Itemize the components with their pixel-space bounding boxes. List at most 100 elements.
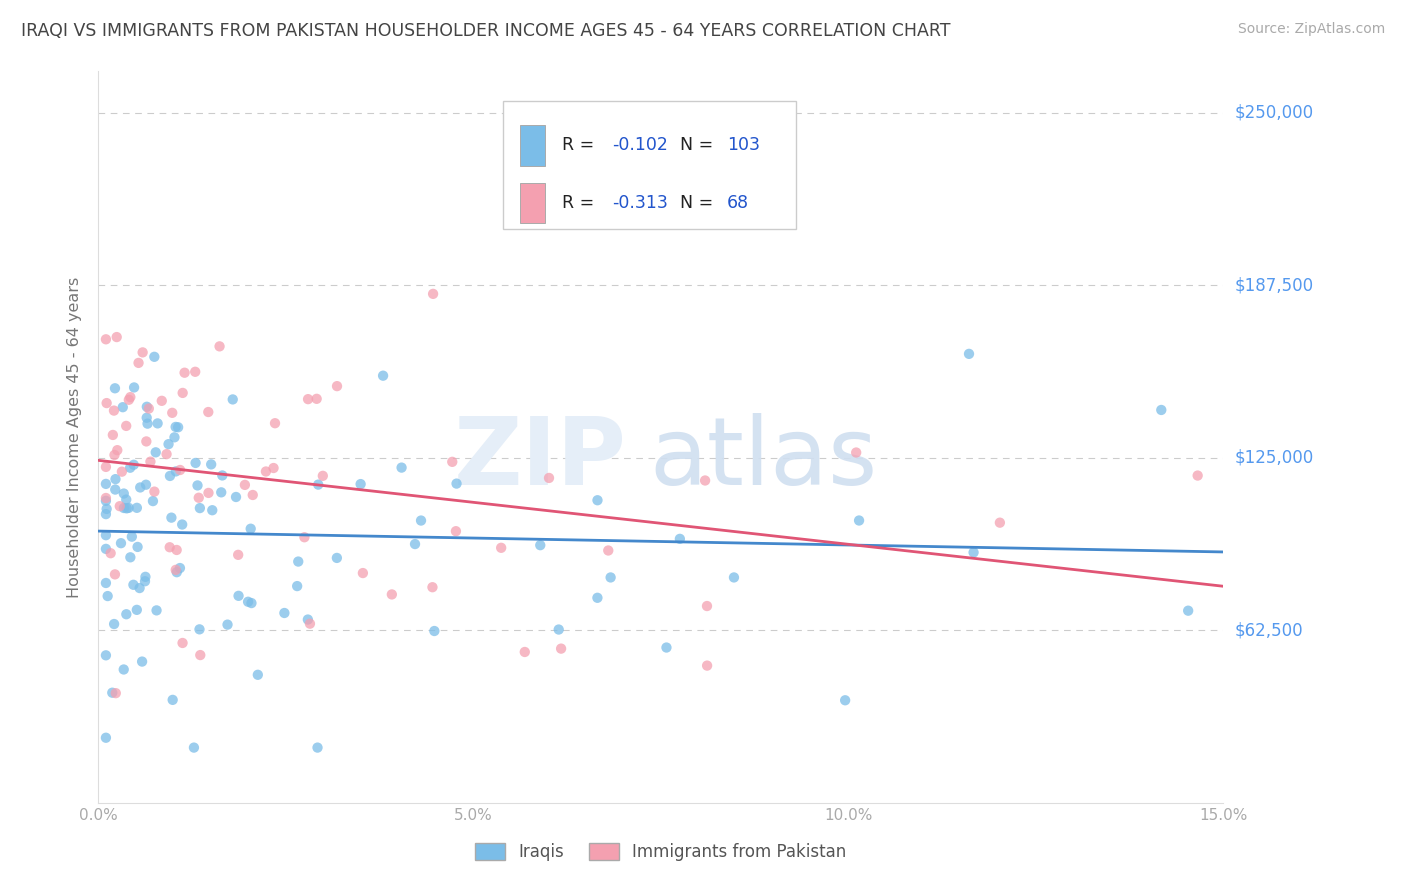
- Point: [1187, 468, 1209, 483]
- Point: [422, 286, 444, 301]
- Point: [184, 456, 207, 470]
- Legend: Iraqis, Immigrants from Pakistan: Iraqis, Immigrants from Pakistan: [468, 836, 853, 868]
- Point: [183, 740, 205, 755]
- Point: [131, 655, 153, 669]
- Point: [165, 563, 187, 577]
- FancyBboxPatch shape: [503, 101, 796, 228]
- Point: [159, 469, 181, 483]
- Point: [138, 401, 160, 416]
- Point: [118, 500, 141, 515]
- Text: 103: 103: [727, 136, 761, 154]
- Point: [127, 540, 149, 554]
- Point: [655, 640, 678, 655]
- Point: [103, 403, 125, 417]
- Point: [599, 570, 621, 584]
- Point: [305, 392, 328, 406]
- Point: [200, 458, 222, 472]
- Point: [197, 405, 219, 419]
- Point: [111, 400, 134, 414]
- Point: [135, 434, 157, 449]
- Point: [122, 380, 145, 394]
- Point: [104, 567, 127, 582]
- Point: [381, 587, 404, 601]
- Point: [441, 455, 464, 469]
- Point: [94, 491, 117, 505]
- Point: [143, 484, 166, 499]
- Point: [155, 447, 177, 461]
- Point: [298, 616, 321, 631]
- Text: -0.102: -0.102: [613, 136, 668, 154]
- Point: [163, 430, 186, 444]
- Point: [172, 385, 194, 400]
- Point: [186, 478, 208, 492]
- Point: [94, 459, 117, 474]
- Point: [103, 448, 125, 462]
- Point: [94, 731, 117, 745]
- Text: IRAQI VS IMMIGRANTS FROM PAKISTAN HOUSEHOLDER INCOME AGES 45 - 64 YEARS CORRELAT: IRAQI VS IMMIGRANTS FROM PAKISTAN HOUSEH…: [21, 22, 950, 40]
- Point: [297, 392, 319, 406]
- Point: [135, 400, 157, 414]
- Point: [94, 332, 117, 346]
- Point: [150, 393, 173, 408]
- Point: [188, 648, 211, 662]
- Point: [294, 530, 316, 544]
- Point: [159, 541, 181, 555]
- Point: [423, 624, 446, 638]
- Point: [120, 460, 142, 475]
- Point: [184, 365, 207, 379]
- Text: $125,000: $125,000: [1234, 449, 1313, 467]
- Point: [94, 541, 117, 556]
- Point: [188, 623, 211, 637]
- Point: [307, 740, 329, 755]
- Point: [217, 617, 239, 632]
- Text: 68: 68: [727, 194, 749, 212]
- Point: [167, 420, 190, 434]
- Point: [669, 532, 692, 546]
- Point: [104, 381, 127, 395]
- Point: [489, 541, 512, 555]
- Text: R =: R =: [562, 194, 599, 212]
- Point: [834, 693, 856, 707]
- Point: [169, 561, 191, 575]
- Point: [145, 603, 167, 617]
- Point: [586, 591, 609, 605]
- Point: [104, 472, 127, 486]
- Point: [409, 514, 432, 528]
- Point: [848, 514, 870, 528]
- Point: [696, 599, 718, 613]
- Text: Source: ZipAtlas.com: Source: ZipAtlas.com: [1237, 22, 1385, 37]
- Point: [97, 589, 120, 603]
- Point: [228, 589, 250, 603]
- Point: [598, 543, 620, 558]
- Point: [128, 356, 150, 370]
- Point: [297, 613, 319, 627]
- Point: [326, 379, 349, 393]
- Y-axis label: Householder Income Ages 45 - 64 years: Householder Income Ages 45 - 64 years: [67, 277, 83, 598]
- Point: [96, 502, 118, 516]
- Point: [326, 550, 349, 565]
- Point: [111, 465, 134, 479]
- Point: [112, 486, 135, 500]
- Point: [239, 522, 262, 536]
- Point: [208, 339, 231, 353]
- Point: [105, 330, 128, 344]
- Text: atlas: atlas: [650, 413, 877, 505]
- Point: [201, 503, 224, 517]
- Point: [105, 443, 128, 458]
- Point: [166, 543, 188, 558]
- Point: [118, 392, 141, 407]
- Point: [391, 460, 413, 475]
- Point: [128, 581, 150, 595]
- Point: [957, 347, 980, 361]
- Point: [222, 392, 245, 407]
- Point: [166, 565, 188, 579]
- Point: [157, 437, 180, 451]
- Point: [263, 461, 285, 475]
- Point: [100, 546, 122, 560]
- Point: [169, 463, 191, 477]
- Text: N =: N =: [681, 136, 718, 154]
- Point: [264, 416, 287, 430]
- Point: [172, 636, 194, 650]
- Point: [115, 492, 138, 507]
- Point: [103, 617, 125, 632]
